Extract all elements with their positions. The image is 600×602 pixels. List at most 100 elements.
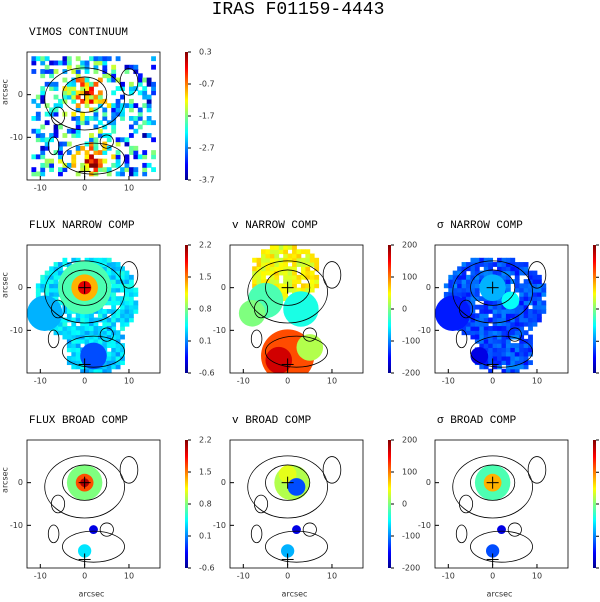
map-pixel xyxy=(58,326,63,331)
map-pixel xyxy=(93,69,99,74)
map-pixel xyxy=(510,309,516,314)
map-pixel xyxy=(474,313,480,319)
x-axis-label: arcsec xyxy=(79,590,105,599)
map-pixel xyxy=(53,86,59,91)
map-pixel xyxy=(35,116,41,121)
map-pixel xyxy=(296,274,302,280)
map-pixel xyxy=(492,360,498,366)
map-pixel xyxy=(75,171,81,177)
map-pixel xyxy=(120,103,125,109)
map-pixel xyxy=(53,266,59,272)
map-pixel xyxy=(97,103,103,109)
panel-title: v NARROW COMP xyxy=(232,220,318,232)
map-pixel xyxy=(466,262,471,267)
map-pixel xyxy=(505,257,511,263)
map-pixel xyxy=(106,321,112,327)
map-pixel xyxy=(80,64,86,70)
map-pixel xyxy=(128,171,134,177)
map-pixel xyxy=(66,90,72,96)
panel: FLUX NARROW COMP -10 0 10 0 -10 arcsec 2.2 1.5 0.… xyxy=(1,220,215,386)
map-pixel xyxy=(151,120,156,126)
map-pixel xyxy=(93,167,99,173)
map-pixel xyxy=(97,162,103,168)
map-pixel xyxy=(75,334,81,340)
map-pixel xyxy=(265,249,271,255)
map-pixel xyxy=(102,111,108,117)
map-pixel xyxy=(40,133,46,138)
map-pixel xyxy=(510,313,516,319)
map-pixel xyxy=(492,262,498,267)
map-pixel xyxy=(528,287,533,293)
map-pixel xyxy=(146,94,152,100)
map-pixel xyxy=(40,279,46,284)
contour xyxy=(265,530,328,563)
map-pixel xyxy=(71,334,77,340)
y-axis-label: arcsec xyxy=(1,272,10,298)
map-pixel xyxy=(84,103,90,109)
map-pixel xyxy=(111,321,117,327)
y-axis-label: arcsec xyxy=(1,467,10,493)
map-pixel xyxy=(62,133,68,138)
map-pixel xyxy=(102,158,108,164)
colorbar xyxy=(388,440,391,568)
map-pixel xyxy=(514,364,520,370)
map-pixel xyxy=(488,338,494,344)
map-pixel xyxy=(53,262,59,267)
map-pixel xyxy=(505,343,511,348)
map-pixel xyxy=(474,291,480,297)
map-pixel xyxy=(31,154,37,160)
map-pixel xyxy=(111,334,117,340)
map-pixel xyxy=(497,321,502,327)
map-pixel xyxy=(532,287,538,293)
map-pixel xyxy=(142,77,148,83)
map-pixel xyxy=(75,103,81,109)
map-pixel xyxy=(497,347,502,353)
map-pixel xyxy=(128,291,134,297)
map-pixel xyxy=(514,262,520,267)
map-pixel xyxy=(470,291,476,297)
map-pixel xyxy=(151,64,156,70)
map-pixel xyxy=(261,274,266,280)
map-pixel xyxy=(75,257,81,263)
map-pixel xyxy=(300,257,306,263)
map-pixel xyxy=(71,360,77,366)
contour xyxy=(253,494,269,514)
map-pixel xyxy=(75,343,81,348)
map-pixel xyxy=(501,317,507,323)
map-pixel xyxy=(523,270,529,276)
map-pixel xyxy=(497,262,502,267)
map-pixel xyxy=(492,347,498,353)
map-pixel xyxy=(58,98,63,104)
map-pixel xyxy=(519,313,525,319)
map-pixel xyxy=(300,249,306,255)
map-pixel xyxy=(58,171,63,177)
map-pixel xyxy=(457,287,462,293)
panel-title: FLUX BROAD COMP xyxy=(29,415,128,427)
map-pixel xyxy=(53,128,59,134)
map-pixel xyxy=(35,103,41,109)
map-pixel xyxy=(35,154,41,160)
map-pixel xyxy=(62,317,68,323)
map-pixel xyxy=(40,90,46,96)
map xyxy=(247,455,342,566)
map-pixel xyxy=(523,347,529,353)
map-pixel xyxy=(532,317,538,323)
map-pixel xyxy=(505,326,511,331)
map-pixel xyxy=(40,137,46,143)
map-pixel xyxy=(519,309,525,314)
map-pixel xyxy=(510,262,516,267)
map-pixel xyxy=(483,347,489,353)
map-pixel xyxy=(501,262,507,267)
map-pixel xyxy=(106,364,112,370)
map-pixel xyxy=(71,94,77,100)
map-pixel xyxy=(309,274,315,280)
map-pixel xyxy=(510,270,516,276)
map-pixel xyxy=(80,120,86,126)
map-pixel xyxy=(523,304,529,310)
map-pixel xyxy=(142,150,148,155)
map-pixel xyxy=(89,137,94,143)
panel: v BROAD COMP-10 0 100-10arcsec2001000-100-… xyxy=(213,415,420,599)
map-pixel xyxy=(269,245,275,250)
